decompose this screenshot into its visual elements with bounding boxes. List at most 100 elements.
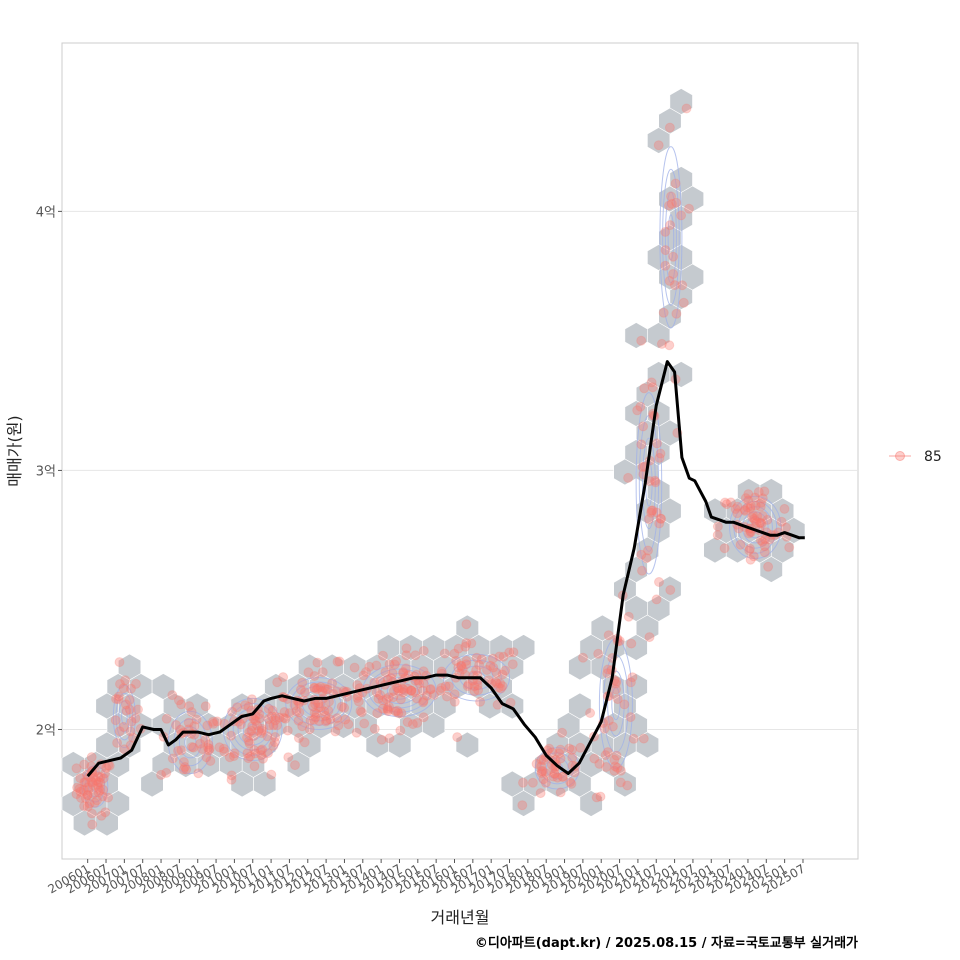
data-point	[779, 503, 790, 514]
data-point	[751, 517, 762, 528]
data-point	[82, 790, 93, 800]
contour-line	[178, 726, 202, 759]
data-point	[250, 748, 261, 759]
data-point	[226, 730, 237, 741]
data-point	[203, 739, 214, 750]
data-point	[295, 684, 306, 695]
data-point	[623, 472, 634, 483]
data-point	[755, 501, 766, 512]
data-point	[406, 685, 417, 696]
data-point	[242, 748, 253, 759]
data-point	[83, 785, 94, 796]
contour-line	[545, 757, 569, 780]
data-point	[660, 226, 671, 237]
data-point	[757, 493, 768, 504]
hexbin-cell	[658, 263, 682, 291]
data-point	[487, 653, 498, 664]
data-point	[555, 787, 566, 798]
data-point	[665, 585, 676, 595]
data-point	[308, 714, 319, 725]
data-point	[412, 718, 423, 728]
data-point	[79, 777, 90, 788]
data-point	[504, 647, 515, 658]
data-point	[247, 721, 258, 732]
data-point	[490, 676, 501, 687]
data-point	[755, 535, 766, 546]
data-point	[740, 493, 751, 504]
data-point	[126, 683, 136, 694]
data-point	[384, 701, 394, 712]
hexbin-cell	[759, 556, 783, 583]
data-point	[310, 712, 321, 723]
data-point	[626, 638, 637, 649]
data-point	[535, 788, 546, 799]
data-point	[274, 712, 285, 723]
data-point	[655, 448, 666, 459]
data-point	[647, 382, 658, 393]
data-point	[205, 756, 216, 766]
data-point	[567, 752, 578, 763]
data-point	[721, 499, 732, 510]
data-point	[371, 660, 382, 671]
data-point	[125, 726, 136, 737]
data-point	[300, 687, 310, 698]
data-point	[609, 754, 620, 765]
contour-line	[232, 708, 273, 751]
data-point	[388, 686, 399, 696]
data-point	[375, 690, 386, 700]
data-point	[540, 777, 551, 788]
data-point	[748, 510, 759, 521]
data-point	[449, 648, 460, 659]
data-point	[612, 762, 623, 773]
data-point	[762, 514, 773, 525]
data-point	[589, 753, 600, 764]
contour-line	[607, 670, 625, 737]
data-point	[204, 743, 215, 754]
data-point	[227, 706, 238, 717]
data-point	[627, 672, 638, 683]
data-point	[80, 777, 91, 788]
trend-line	[86, 360, 805, 778]
contour-line	[307, 694, 331, 713]
data-point	[754, 517, 765, 528]
data-point	[440, 681, 451, 692]
contour-line	[285, 677, 353, 730]
data-point	[244, 727, 255, 738]
data-point	[745, 501, 756, 511]
data-point	[548, 771, 559, 782]
data-point	[311, 684, 322, 695]
data-point	[549, 768, 560, 779]
data-point	[263, 714, 274, 724]
data-point	[267, 705, 278, 716]
data-point	[358, 670, 369, 681]
data-point	[402, 683, 413, 694]
data-point	[414, 678, 425, 689]
data-point	[311, 708, 322, 719]
data-point	[651, 507, 662, 518]
data-point	[638, 421, 649, 432]
data-point	[118, 721, 129, 732]
data-point	[380, 667, 391, 678]
data-point	[308, 701, 318, 712]
data-point	[266, 769, 277, 780]
data-point	[749, 514, 760, 524]
data-point	[118, 683, 129, 694]
hexbin-cell	[511, 790, 536, 817]
data-point	[567, 744, 577, 755]
data-point	[268, 740, 279, 751]
data-point	[636, 439, 647, 450]
data-point	[743, 489, 754, 500]
data-point	[656, 513, 667, 524]
data-point	[732, 501, 743, 512]
data-point	[356, 707, 367, 718]
data-point	[755, 517, 766, 528]
data-point	[203, 745, 214, 756]
hexbin-cell	[264, 673, 288, 700]
data-point	[369, 723, 380, 734]
data-point	[658, 307, 669, 318]
x-axis: 2006012006072007012007072008012008072009…	[46, 859, 808, 897]
data-point	[92, 779, 103, 790]
data-point	[178, 757, 189, 767]
data-point	[591, 792, 602, 803]
data-point	[156, 769, 167, 780]
